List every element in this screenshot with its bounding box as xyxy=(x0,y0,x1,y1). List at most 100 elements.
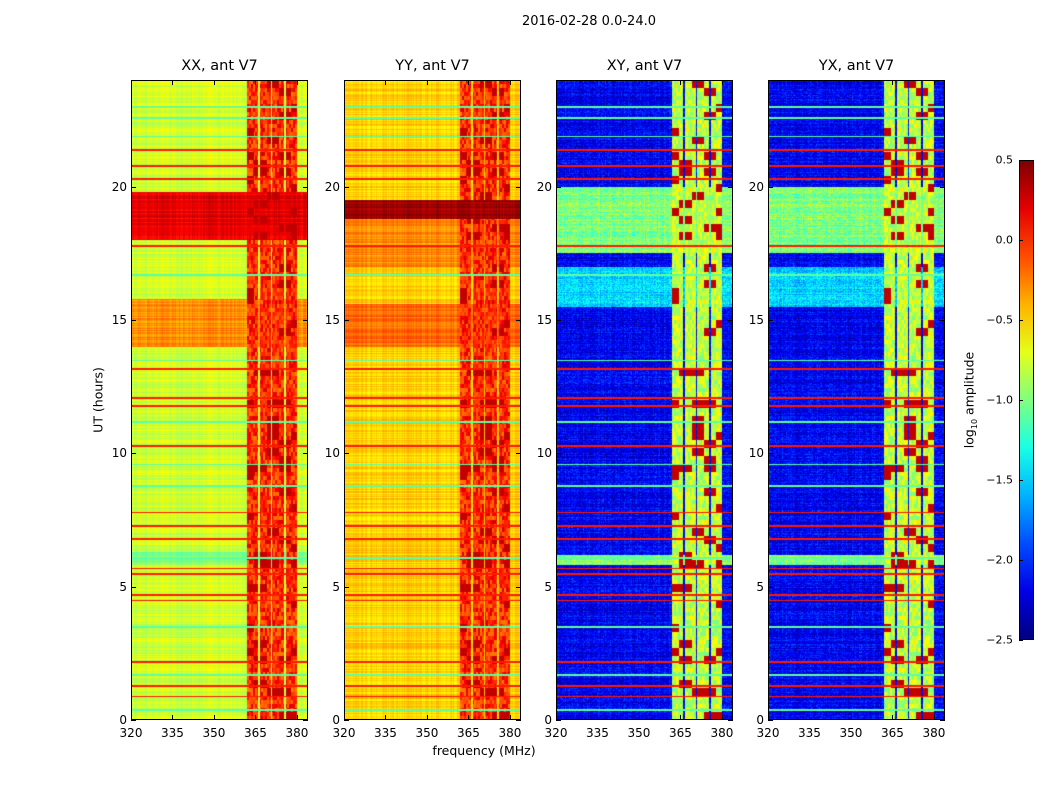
y-tick-label: 5 xyxy=(119,579,127,594)
y-tick-mark xyxy=(728,186,733,188)
colorbar-tick-label: −1.0 xyxy=(986,393,1013,407)
y-tick-label: 15 xyxy=(324,313,340,327)
y-tick-mark xyxy=(516,186,521,188)
x-tick-label: 350 xyxy=(839,726,863,740)
heatmap-image xyxy=(344,80,521,720)
x-tick-mark xyxy=(385,715,387,720)
y-tick-mark xyxy=(344,720,349,721)
y-tick-mark xyxy=(728,586,733,588)
x-tick-mark xyxy=(768,80,769,85)
y-tick-mark xyxy=(303,320,308,321)
y-tick-mark xyxy=(768,320,773,321)
y-tick-label: 5 xyxy=(332,579,340,594)
y-tick-mark xyxy=(728,720,733,721)
x-tick-mark xyxy=(509,715,511,720)
y-tick-mark xyxy=(940,586,945,588)
y-tick-mark xyxy=(556,586,561,588)
panel-xx: XX, ant V7 320 335 350 365 380 0 5 10 15 20 xyxy=(112,58,309,740)
y-tick-label: 15 xyxy=(536,313,552,327)
panel-title: YX, ant V7 xyxy=(818,58,895,74)
x-tick-label: 350 xyxy=(202,726,226,740)
x-tick-label: 320 xyxy=(544,726,568,740)
x-tick-mark xyxy=(468,715,470,720)
x-tick-label: 335 xyxy=(586,726,609,740)
x-tick-label: 320 xyxy=(119,726,143,740)
y-axis-label: UT (hours) xyxy=(90,367,106,433)
x-tick-mark xyxy=(255,715,257,720)
x-tick-mark xyxy=(255,80,257,85)
y-tick-mark xyxy=(556,320,561,321)
x-tick-label: 380 xyxy=(710,726,734,740)
x-tick-mark xyxy=(638,715,640,720)
x-tick-mark xyxy=(809,80,811,85)
y-tick-mark xyxy=(303,720,308,721)
y-tick-mark xyxy=(940,720,945,721)
colorbar-tick-label: −1.5 xyxy=(986,473,1013,487)
y-tick-label: 20 xyxy=(748,179,764,194)
y-tick-mark xyxy=(131,320,136,321)
x-tick-mark xyxy=(426,80,428,85)
x-tick-label: 380 xyxy=(498,726,522,740)
x-tick-label: 350 xyxy=(627,726,651,740)
x-tick-mark xyxy=(131,715,132,720)
x-tick-mark xyxy=(213,715,215,720)
y-tick-label: 0 xyxy=(756,713,764,727)
x-tick-mark xyxy=(556,80,557,85)
y-tick-mark xyxy=(768,586,773,588)
y-tick-label: 10 xyxy=(111,446,127,461)
x-tick-mark xyxy=(892,80,894,85)
colorbar-tick-mark xyxy=(1019,320,1023,321)
x-tick-mark xyxy=(721,715,723,720)
x-tick-mark xyxy=(721,80,723,85)
x-tick-label: 365 xyxy=(457,726,480,740)
y-tick-mark xyxy=(131,186,136,188)
panel-xy: XY, ant V7 320 335 350 365 380 0 5 10 15 20 xyxy=(537,58,734,740)
x-tick-mark xyxy=(680,715,682,720)
y-tick-mark xyxy=(344,586,349,588)
x-tick-label: 335 xyxy=(798,726,821,740)
x-tick-mark xyxy=(131,80,132,85)
x-tick-label: 320 xyxy=(332,726,356,740)
axes-frame xyxy=(556,80,733,720)
x-tick-mark xyxy=(892,715,894,720)
axes-frame xyxy=(131,80,308,720)
x-tick-mark xyxy=(933,715,935,720)
x-tick-label: 380 xyxy=(922,726,946,740)
y-tick-label: 10 xyxy=(748,446,764,461)
x-tick-label: 365 xyxy=(244,726,267,740)
y-tick-mark xyxy=(556,186,561,188)
x-tick-mark xyxy=(850,80,852,85)
colorbar-tick-mark xyxy=(1019,240,1023,241)
y-tick-mark xyxy=(131,720,136,721)
x-tick-mark xyxy=(597,715,599,720)
colorbar-tick-label: −2.5 xyxy=(986,633,1013,647)
heatmap-image xyxy=(768,80,945,720)
panel-yx: YX, ant V7 320 335 350 365 380 0 5 10 15 20 xyxy=(749,58,946,740)
x-tick-mark xyxy=(597,80,599,85)
colorbar-tick-label: 0.5 xyxy=(995,153,1014,167)
y-tick-mark xyxy=(303,186,308,188)
x-tick-label: 335 xyxy=(161,726,184,740)
x-tick-mark xyxy=(172,715,174,720)
y-tick-label: 0 xyxy=(119,713,127,727)
y-tick-mark xyxy=(516,453,521,455)
x-tick-mark xyxy=(296,80,298,85)
colorbar-tick-mark xyxy=(1019,640,1023,641)
y-tick-label: 20 xyxy=(536,179,552,194)
y-tick-mark xyxy=(131,453,136,455)
x-tick-mark xyxy=(638,80,640,85)
y-tick-label: 15 xyxy=(111,313,127,327)
y-tick-label: 0 xyxy=(544,713,552,727)
x-tick-label: 320 xyxy=(756,726,780,740)
y-tick-mark xyxy=(940,453,945,455)
x-tick-label: 350 xyxy=(415,726,439,740)
axes-frame xyxy=(768,80,945,720)
x-tick-mark xyxy=(344,80,345,85)
y-tick-mark xyxy=(344,320,349,321)
colorbar-tick-mark xyxy=(1019,560,1023,561)
y-tick-mark xyxy=(344,453,349,455)
x-tick-mark xyxy=(296,715,298,720)
panel-title: YY, ant V7 xyxy=(395,58,470,74)
colorbar-label: log10 amplitude xyxy=(961,351,979,449)
